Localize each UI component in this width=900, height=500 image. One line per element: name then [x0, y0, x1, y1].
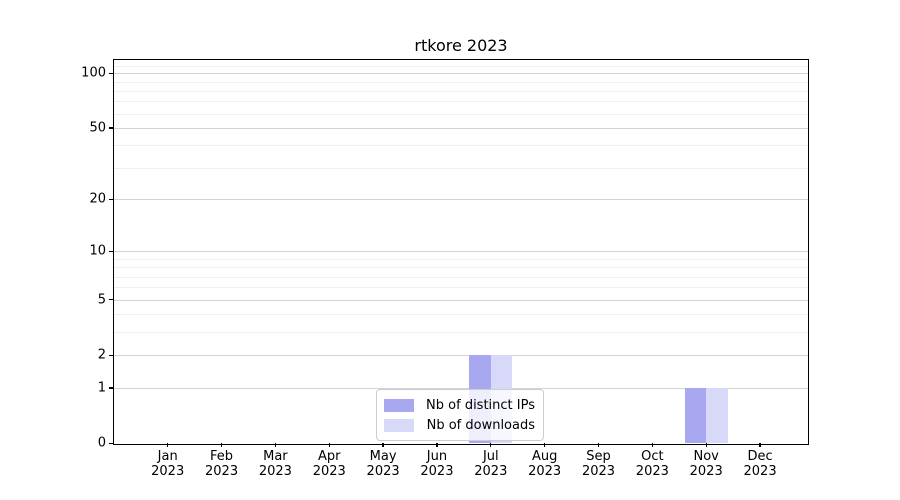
x-tick-year: 2023	[151, 464, 185, 480]
y-gridline-major	[114, 199, 808, 201]
x-tick	[759, 443, 761, 448]
x-tick-month: Jul	[482, 449, 499, 465]
x-tick-month: Jun	[426, 449, 448, 465]
x-tick	[274, 443, 277, 448]
x-tick	[382, 443, 384, 448]
x-tick-year: 2023	[528, 464, 562, 480]
x-tick-year: 2023	[689, 464, 723, 480]
x-tick-month: Aug	[531, 449, 558, 465]
x-tick	[544, 443, 546, 448]
grid-layer	[114, 60, 808, 444]
x-tick-label: May 2023	[353, 449, 413, 479]
x-tick-month: Apr	[318, 449, 341, 465]
y-gridline-major	[114, 355, 808, 357]
legend-swatch-icon	[384, 398, 414, 412]
y-gridline-minor	[114, 167, 808, 169]
y-gridline-minor	[114, 113, 808, 115]
y-gridline-major	[114, 127, 808, 129]
y-tick	[108, 198, 113, 200]
y-gridline-minor	[114, 267, 808, 269]
y-tick	[108, 442, 113, 445]
x-tick	[328, 443, 330, 448]
y-gridline-minor	[114, 314, 808, 316]
x-tick-label: Mar 2023	[245, 449, 305, 479]
x-tick-label: Sep 2023	[569, 449, 629, 479]
x-tick-year: 2023	[474, 464, 508, 480]
y-tick	[108, 250, 113, 252]
chart-title: rtkore 2023	[414, 36, 508, 55]
x-tick-label: Aug 2023	[515, 449, 575, 479]
x-tick-label: Oct 2023	[622, 449, 682, 479]
y-gridline-major	[114, 251, 808, 253]
x-tick-year: 2023	[312, 464, 346, 480]
y-tick-label: 10	[89, 243, 106, 259]
y-tick-label: 5	[97, 292, 106, 308]
x-tick-year: 2023	[205, 464, 239, 480]
y-tick	[108, 127, 113, 129]
x-tick-month: Oct	[641, 449, 664, 465]
x-tick-year: 2023	[420, 464, 454, 480]
x-tick-month: Dec	[747, 449, 773, 465]
y-gridline-minor	[114, 332, 808, 334]
x-tick-month: Mar	[263, 449, 288, 465]
y-gridline-minor	[114, 101, 808, 103]
y-tick-label: 100	[81, 65, 106, 81]
x-tick-label: Nov 2023	[676, 449, 736, 479]
x-tick	[436, 443, 438, 448]
x-tick	[490, 443, 492, 448]
x-tick	[705, 443, 707, 448]
legend-swatch-icon	[384, 418, 414, 432]
legend-entry: Nb of distinct IPs	[384, 395, 535, 415]
x-tick	[597, 443, 600, 448]
x-tick-label: Jul 2023	[461, 449, 521, 479]
x-tick-month: Nov	[693, 449, 719, 465]
axis-layer: 0 1 2 5 10 20 50 100 Jan 2023 Feb 2023 Mar 2023 Apr 202…	[81, 60, 808, 480]
legend-entry: Nb of downloads	[384, 415, 535, 435]
y-tick-label: 2	[97, 347, 106, 363]
y-gridline-minor	[114, 81, 808, 83]
x-tick-year: 2023	[581, 464, 616, 480]
y-tick	[108, 299, 113, 301]
x-tick-month: May	[369, 449, 397, 465]
x-tick	[651, 443, 653, 448]
y-gridline-major	[114, 387, 808, 389]
x-tick-month: Jan	[157, 449, 178, 465]
bar-distinct-ips	[684, 387, 707, 444]
x-tick-label: Apr 2023	[299, 449, 359, 479]
legend: Nb of distinct IPs Nb of downloads	[376, 389, 544, 441]
y-gridline-minor	[114, 90, 808, 92]
x-tick-label: Feb 2023	[192, 449, 252, 479]
x-tick-year: 2023	[743, 464, 777, 480]
y-tick	[108, 354, 113, 357]
y-gridline-minor	[114, 65, 808, 67]
x-tick-year: 2023	[258, 464, 292, 480]
x-tick	[167, 443, 169, 448]
y-tick-label: 50	[89, 120, 106, 136]
y-tick-label: 20	[89, 191, 106, 207]
y-tick	[108, 72, 113, 74]
y-tick-label: 0	[97, 435, 106, 451]
y-gridline-minor	[114, 145, 808, 147]
y-tick-label: 1	[97, 380, 106, 396]
x-tick-month: Feb	[210, 449, 234, 465]
x-tick	[220, 443, 223, 448]
x-tick-year: 2023	[635, 464, 669, 480]
plot-area: 0 1 2 5 10 20 50 100 Jan 2023 Feb 2023 Mar 2023 Apr 202…	[81, 59, 809, 480]
x-tick-month: Sep	[586, 449, 611, 465]
x-tick-label: Dec 2023	[730, 449, 790, 479]
legend-label: Nb of distinct IPs	[426, 397, 535, 413]
y-tick	[108, 387, 113, 389]
x-tick-label: Jan 2023	[138, 449, 198, 479]
y-gridline-minor	[114, 258, 808, 260]
y-gridline-major	[114, 73, 808, 75]
y-gridline-minor	[114, 276, 808, 278]
y-gridline-minor	[114, 287, 808, 289]
x-tick-year: 2023	[366, 464, 400, 480]
y-gridline-major	[114, 299, 808, 301]
legend-label: Nb of downloads	[426, 417, 535, 433]
bar-downloads	[706, 387, 728, 444]
x-tick-label: Jun 2023	[407, 449, 467, 479]
